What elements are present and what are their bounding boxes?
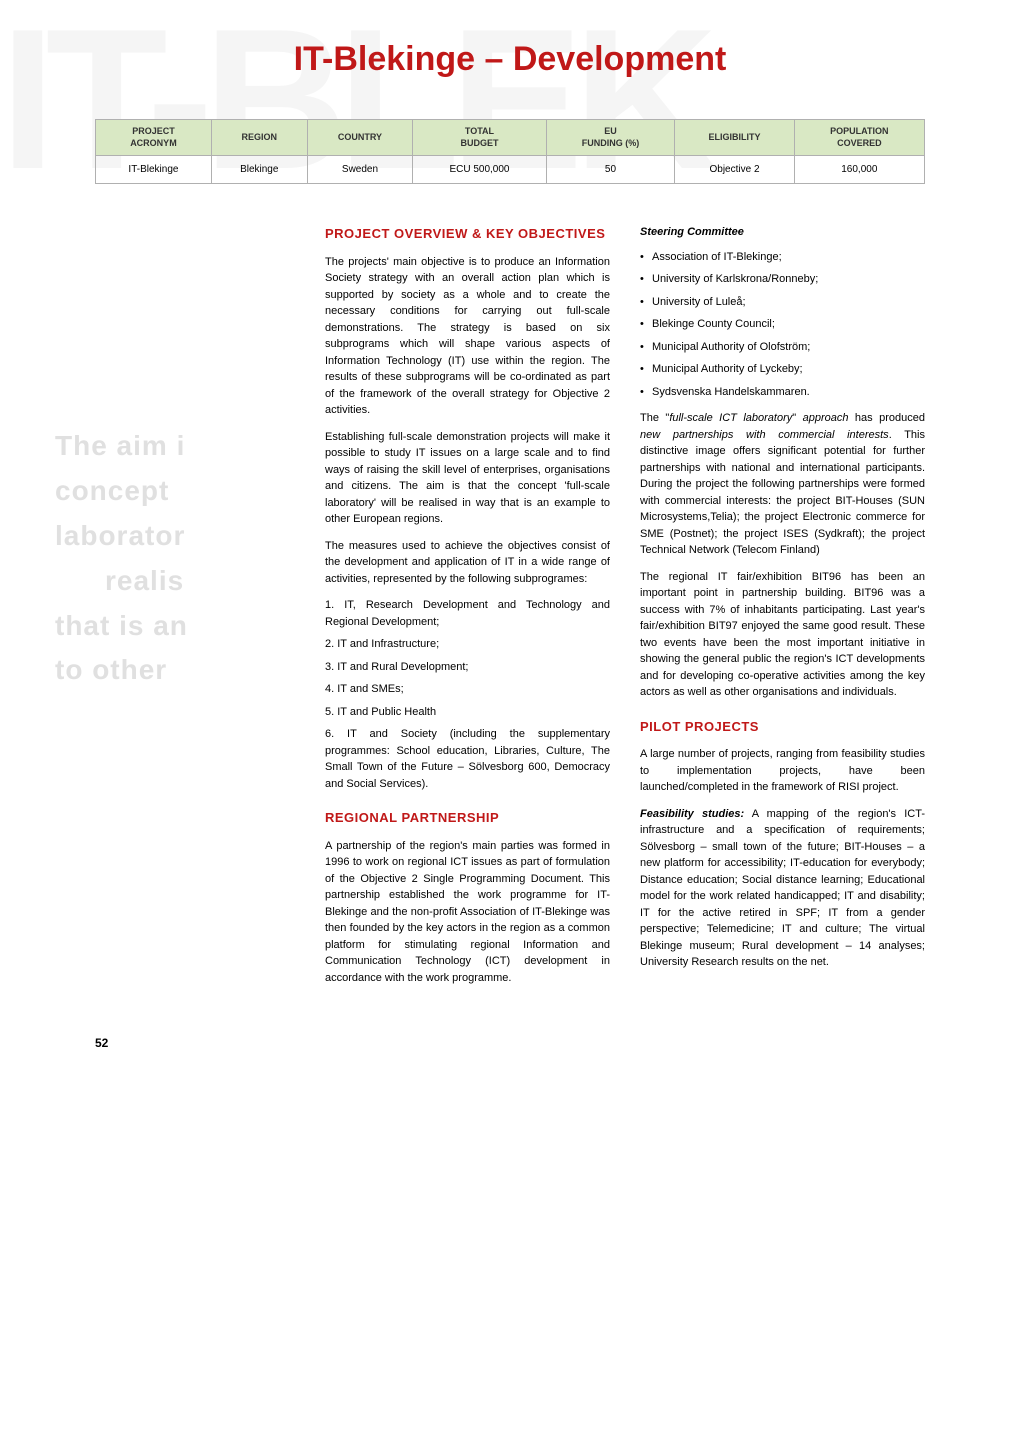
page-content: IT-Blekinge – Development PROJECTACRONYM… xyxy=(0,0,1020,1080)
subprogram-list: 1. IT, Research Development and Technolo… xyxy=(325,597,610,792)
td-country: Sweden xyxy=(307,156,413,184)
list-item: Blekinge County Council; xyxy=(640,316,925,333)
left-column: PROJECT OVERVIEW & KEY OBJECTIVES The pr… xyxy=(325,224,610,996)
section-overview-head: PROJECT OVERVIEW & KEY OBJECTIVES xyxy=(325,224,610,244)
wm-line: The aim i xyxy=(55,424,188,469)
section-partnership-head: REGIONAL PARTNERSHIP xyxy=(325,808,610,828)
td-funding: 50 xyxy=(546,156,675,184)
th-budget: TOTALBUDGET xyxy=(413,120,546,156)
th-eligibility: ELIGIBILITY xyxy=(675,120,794,156)
right-column: Steering Committee Association of IT-Ble… xyxy=(640,224,925,996)
list-item: 5. IT and Public Health xyxy=(325,704,610,721)
list-item: University of Karlskrona/Ronneby; xyxy=(640,271,925,288)
italic-text: approach xyxy=(803,412,849,424)
overview-p1: The projects' main objective is to produ… xyxy=(325,254,610,419)
list-item: Association of IT-Blekinge; xyxy=(640,249,925,266)
text: has produced xyxy=(848,412,925,424)
th-acronym: PROJECTACRONYM xyxy=(96,120,212,156)
overview-p3: The measures used to achieve the objecti… xyxy=(325,538,610,588)
list-item: Municipal Authority of Lyckeby; xyxy=(640,361,925,378)
list-item: Sydsvenska Handelskammaren. xyxy=(640,384,925,401)
td-population: 160,000 xyxy=(794,156,924,184)
td-budget: ECU 500,000 xyxy=(413,156,546,184)
list-item: Municipal Authority of Olofström; xyxy=(640,339,925,356)
td-eligibility: Objective 2 xyxy=(675,156,794,184)
side-watermark: The aim i concept laborator realis that … xyxy=(55,424,188,693)
left-margin: The aim i concept laborator realis that … xyxy=(95,224,295,996)
page-title: IT-Blekinge – Development xyxy=(40,40,980,79)
italic-text: new partnerships with commercial interes… xyxy=(640,429,889,441)
wm-line: concept xyxy=(55,469,188,514)
project-summary-table: PROJECTACRONYM REGION COUNTRY TOTALBUDGE… xyxy=(95,119,925,184)
page-number: 52 xyxy=(95,1036,925,1050)
fair-p: The regional IT fair/exhibition BIT96 ha… xyxy=(640,569,925,701)
th-population: POPULATIONCOVERED xyxy=(794,120,924,156)
pilot-p1: A large number of projects, ranging from… xyxy=(640,746,925,796)
td-region: Blekinge xyxy=(211,156,307,184)
steering-committee-head: Steering Committee xyxy=(640,224,925,241)
text: . This distinctive image offers signific… xyxy=(640,429,925,557)
th-funding: EUFUNDING (%) xyxy=(546,120,675,156)
partnership-p: A partnership of the region's main parti… xyxy=(325,838,610,987)
section-pilot-head: PILOT PROJECTS xyxy=(640,717,925,737)
td-acronym: IT-Blekinge xyxy=(96,156,212,184)
approach-p: The "full-scale ICT laboratory" approach… xyxy=(640,410,925,559)
bold-italic-lead: Feasibility studies: xyxy=(640,808,744,820)
list-item: 4. IT and SMEs; xyxy=(325,681,610,698)
list-item: University of Luleå; xyxy=(640,294,925,311)
table-row: IT-Blekinge Blekinge Sweden ECU 500,000 … xyxy=(96,156,925,184)
committee-list: Association of IT-Blekinge; University o… xyxy=(640,249,925,401)
text: " xyxy=(792,412,802,424)
list-item: 1. IT, Research Development and Technolo… xyxy=(325,597,610,630)
wm-line: to other xyxy=(55,648,188,693)
text: The " xyxy=(640,412,669,424)
wm-line: laborator xyxy=(55,514,188,559)
list-item: 6. IT and Society (including the supplem… xyxy=(325,726,610,792)
th-country: COUNTRY xyxy=(307,120,413,156)
italic-text: full-scale ICT laboratory xyxy=(669,412,792,424)
wm-line: realis xyxy=(55,559,188,604)
overview-p2: Establishing full-scale demonstration pr… xyxy=(325,429,610,528)
th-region: REGION xyxy=(211,120,307,156)
list-item: 3. IT and Rural Development; xyxy=(325,659,610,676)
text: A mapping of the region's ICT-infrastruc… xyxy=(640,808,925,969)
wm-line: that is an xyxy=(55,604,188,649)
list-item: 2. IT and Infrastructure; xyxy=(325,636,610,653)
feasibility-p: Feasibility studies: A mapping of the re… xyxy=(640,806,925,971)
